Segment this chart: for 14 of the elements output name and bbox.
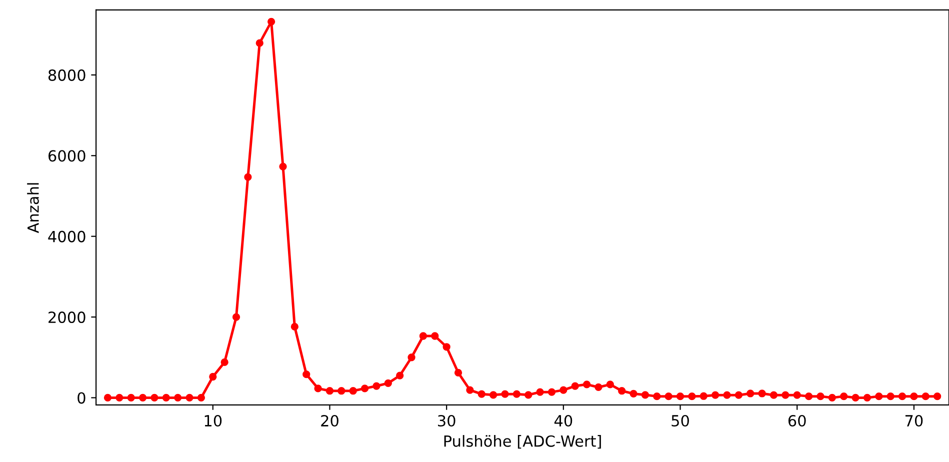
y-tick-label: 8000	[48, 69, 86, 81]
y-axis-title: Anzahl	[27, 183, 39, 234]
x-tick-label: 30	[438, 414, 456, 427]
y-tick-label: 2000	[48, 311, 86, 324]
x-tick-label: 20	[321, 414, 338, 427]
x-tick-label: 40	[554, 414, 572, 427]
y-tick-label: 4000	[48, 230, 86, 242]
x-tick-label: 70	[905, 414, 923, 427]
y-tick-label: 0	[78, 392, 86, 404]
x-tick-label: 60	[788, 414, 806, 427]
x-axis-title: Pulshöhe [ADC-Wert]	[444, 435, 601, 449]
y-tick-label: 6000	[48, 150, 86, 162]
x-tick-label: 10	[204, 414, 222, 427]
x-tick-label: 50	[672, 414, 689, 427]
